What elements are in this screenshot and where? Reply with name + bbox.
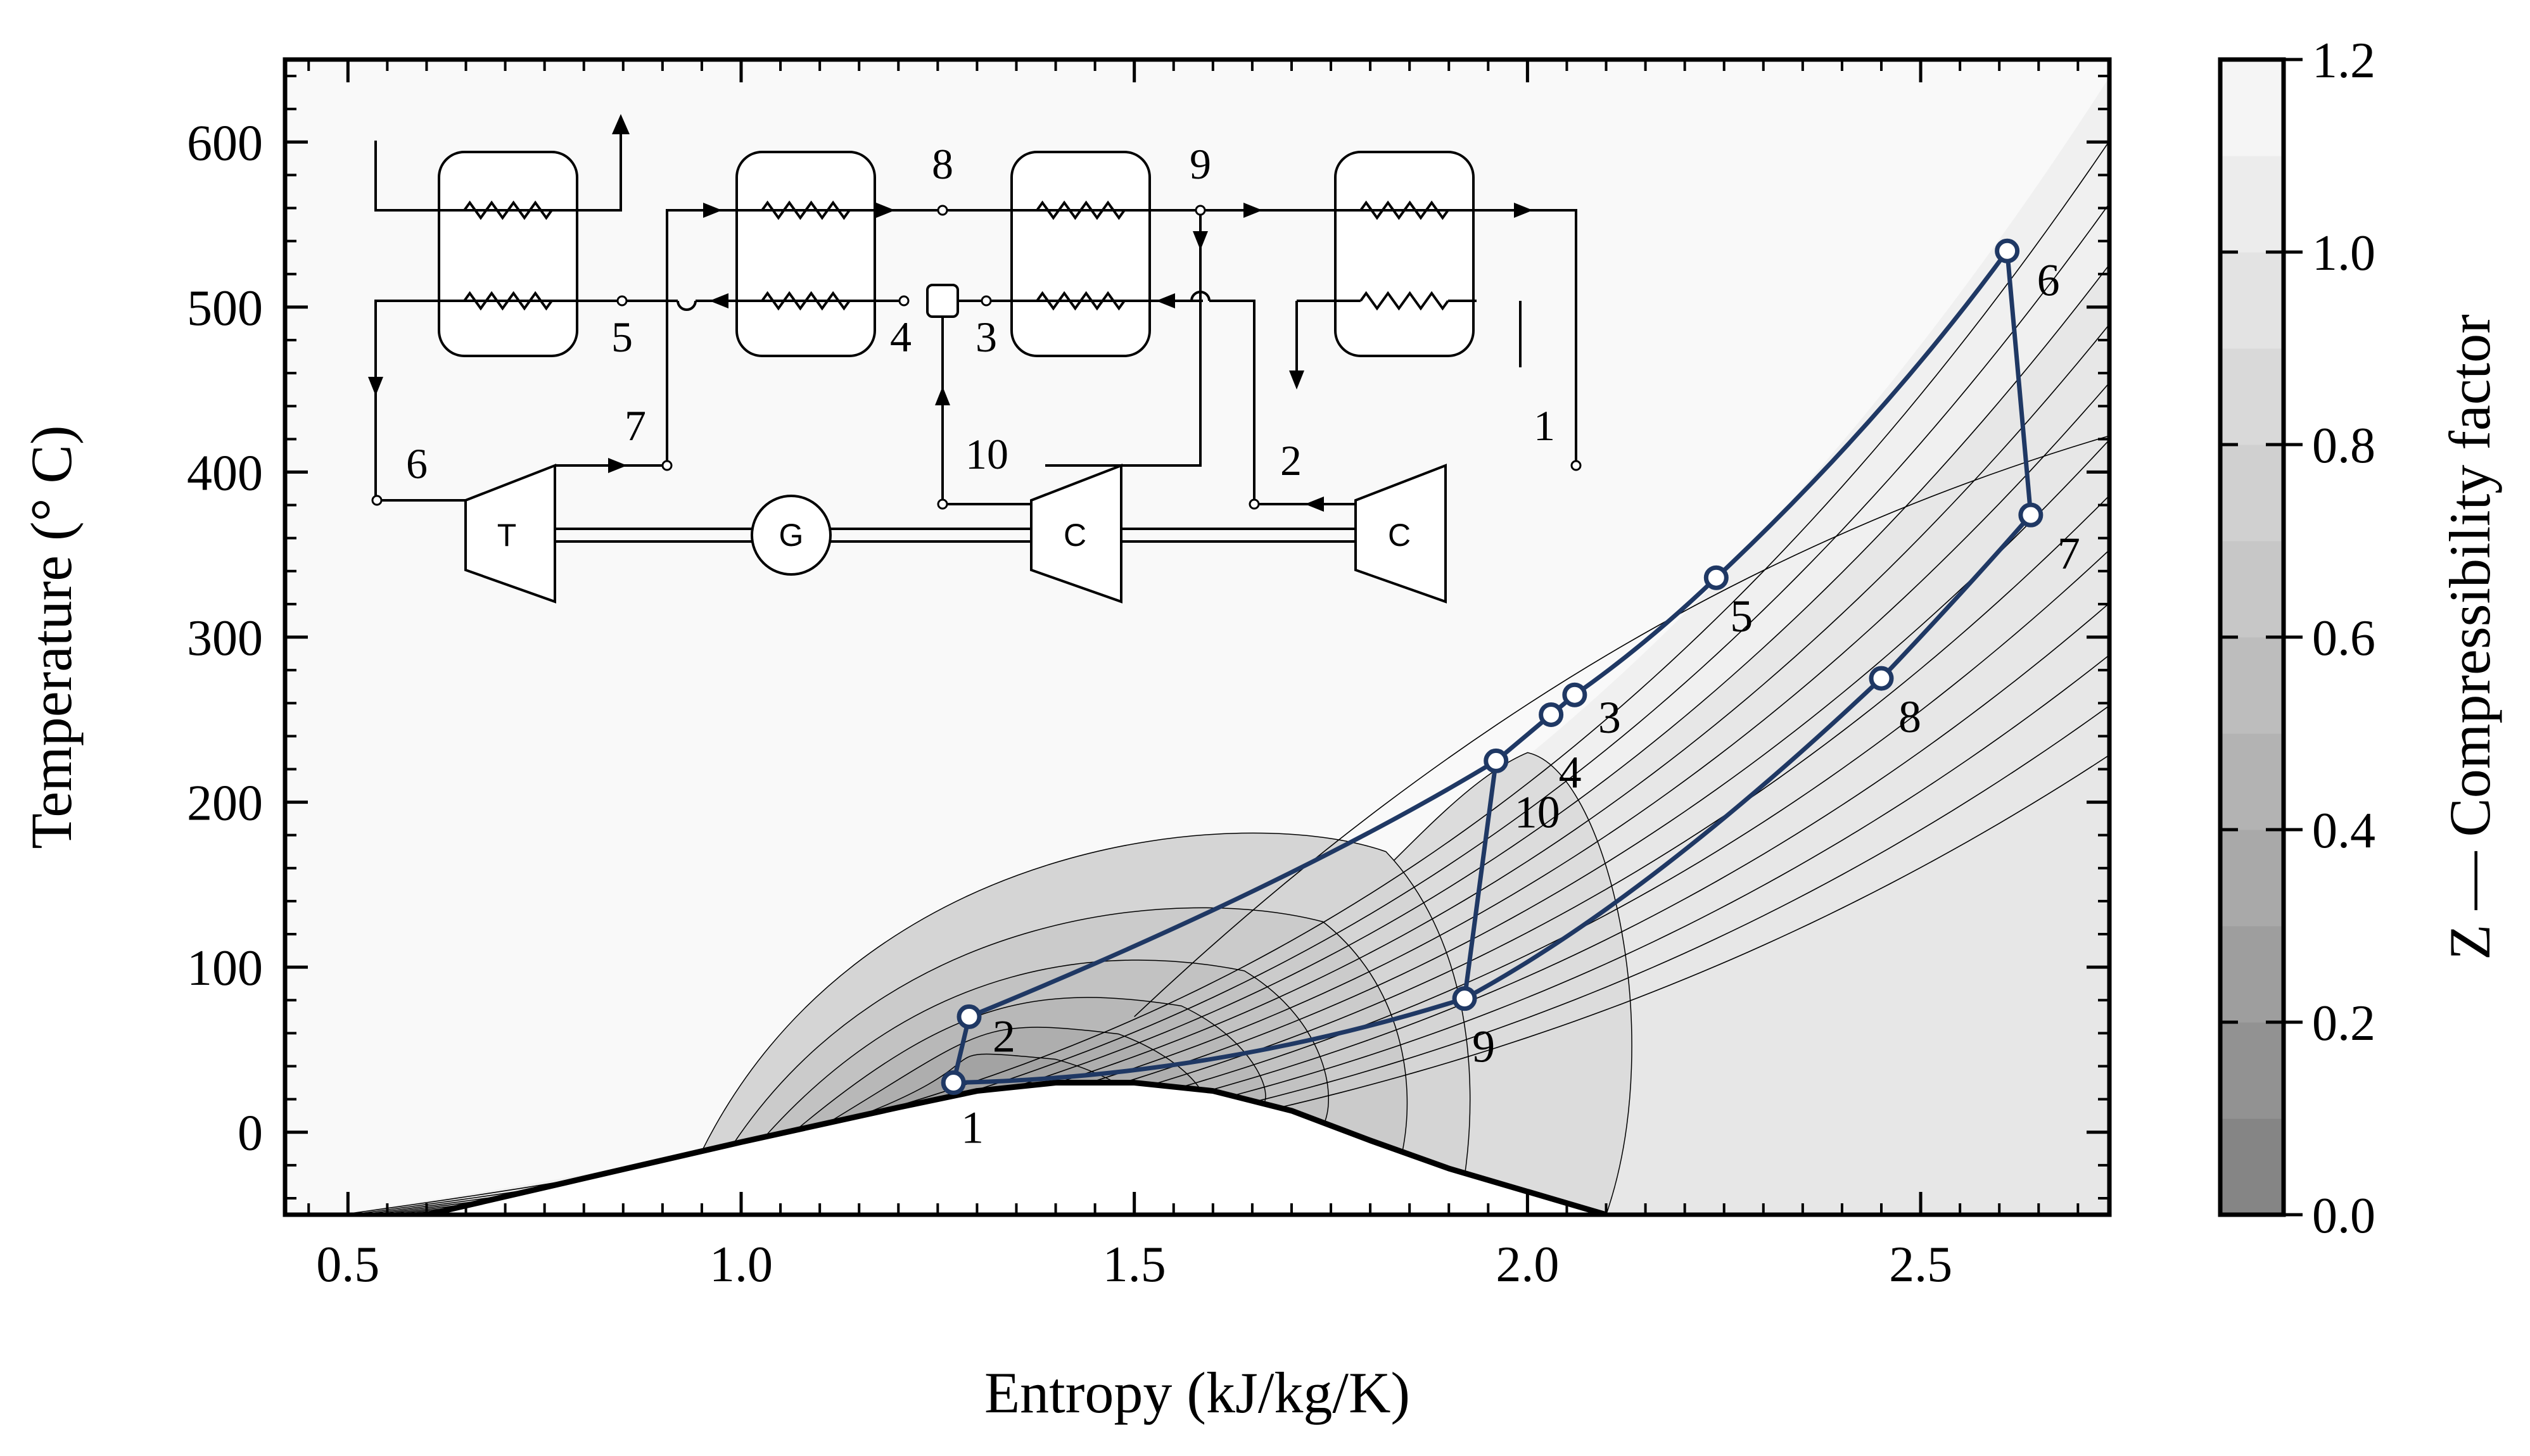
heat-exchanger-2 [735, 151, 876, 357]
x-axis: 0.5 1.0 1.5 2.0 2.5 [307, 60, 2080, 1293]
cycle-path [1462, 512, 2033, 1001]
y-tick-label: 600 [187, 115, 263, 171]
cycle-state-point [1562, 682, 1587, 707]
z-band-1-0 [285, 264, 2109, 1215]
flow-arrows [368, 114, 1533, 512]
cycle-path [951, 996, 1467, 1086]
turbine-label: T [497, 517, 517, 553]
x-tick-label: 0.5 [316, 1237, 379, 1293]
cycle-layer [941, 238, 2044, 1096]
cycle-state-label: 10 [1515, 787, 1560, 837]
compressor-label-2: C [1388, 517, 1411, 553]
isoline [1134, 435, 2109, 1017]
colorbar-tick-label: 1.0 [2312, 225, 2375, 281]
x-axis-label: Entropy (kJ/kg/K) [984, 1360, 1410, 1425]
y-tick-label: 500 [187, 281, 263, 336]
cycle-state-label: 4 [1559, 747, 1582, 797]
mixer [926, 284, 959, 318]
cycle-state-label: 3 [1598, 692, 1621, 743]
cycle-state-point [2018, 502, 2044, 528]
cycle-state-point [1484, 748, 1509, 773]
generator-label: G [779, 517, 804, 553]
x-tick-label: 1.0 [709, 1237, 773, 1293]
turbine [464, 464, 556, 604]
x-tick-label: 2.0 [1496, 1237, 1559, 1293]
compressor-1 [1030, 464, 1122, 604]
compressor-label-1: C [1064, 517, 1086, 553]
generator [751, 495, 832, 576]
contour-field [285, 60, 2109, 1215]
saturation-dome [426, 1080, 1607, 1215]
cycle-state-point [1539, 702, 1564, 727]
y-tick-label: 400 [187, 445, 263, 501]
schematic-node-8: 8 [932, 140, 953, 188]
y-axis-label: Temperature (° C) [19, 426, 84, 849]
colorbar-tick-label: 0.4 [2312, 803, 2375, 859]
cycle-state-label: 9 [1472, 1022, 1495, 1072]
colorbar-tick-label: 0.0 [2312, 1188, 2375, 1244]
cycle-schematic: T G C C 1 2 3 4 5 6 7 8 9 10 [368, 114, 1582, 604]
y-tick-label: 0 [238, 1106, 263, 1162]
cycle-state-label: 2 [993, 1011, 1015, 1061]
cycle-path [1462, 758, 1499, 1001]
cycle-state-label: 5 [1730, 591, 1753, 642]
cycle-state-label: 7 [2057, 528, 2080, 579]
schematic-node-2: 2 [1280, 436, 1302, 484]
cycle-path [967, 248, 2010, 1019]
heat-exchanger-3 [1010, 151, 1151, 357]
cycle-state-point [1869, 666, 1894, 691]
colorbar: 0.0 0.2 0.4 0.6 0.8 1.0 1.2 Z — Compressibilit… [2218, 33, 2502, 1244]
schematic-node-1: 1 [1534, 402, 1555, 450]
heat-exchanger-1 [438, 151, 578, 357]
y-tick-label: 100 [187, 940, 263, 996]
cycle-state-label: 8 [1898, 692, 1921, 742]
colorbar-tick-label: 0.8 [2312, 418, 2375, 474]
y-axis: 0 100 200 300 400 500 600 [187, 75, 2109, 1200]
schematic-node-7: 7 [625, 402, 646, 450]
cycle-state-point [1703, 565, 1729, 590]
compressor-2 [1354, 464, 1447, 604]
x-tick-label: 2.5 [1889, 1237, 1952, 1293]
cycle-state-point [957, 1004, 982, 1029]
colorbar-tick-label: 0.6 [2312, 611, 2375, 666]
colorbar-tick-label: 0.2 [2312, 996, 2375, 1051]
cycle-state-point [1995, 238, 2020, 263]
cycle-state-point [941, 1070, 966, 1096]
colorbar-label: Z — Compressibility factor [2438, 314, 2502, 960]
schematic-node-4: 4 [890, 313, 912, 361]
cycle-state-label: 1 [961, 1103, 984, 1153]
heat-exchanger-4 [1334, 151, 1475, 357]
x-tick-label: 1.5 [1103, 1237, 1166, 1293]
cycle-state-point [1452, 986, 1477, 1011]
schematic-node-9: 9 [1190, 140, 1211, 188]
schematic-node-6: 6 [406, 440, 428, 488]
cycle-state-label: 6 [2037, 255, 2060, 305]
schematic-node-3: 3 [976, 313, 997, 361]
schematic-node-10: 10 [965, 430, 1008, 478]
schematic-node-5: 5 [611, 313, 633, 361]
y-tick-label: 300 [187, 611, 263, 666]
y-tick-label: 200 [187, 776, 263, 832]
cycle-path [2005, 248, 2033, 517]
colorbar-tick-label: 1.2 [2312, 33, 2375, 89]
